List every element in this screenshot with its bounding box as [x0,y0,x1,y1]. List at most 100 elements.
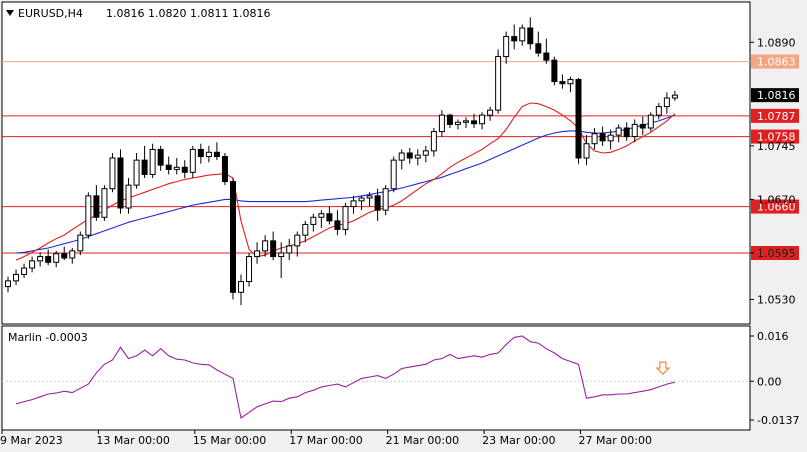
candle-39 [318,210,325,228]
candle-58 [471,113,478,128]
candle-31 [254,242,261,264]
oscillator-layer [2,335,750,419]
candle-23 [189,145,196,178]
candle-34 [278,242,285,278]
osc-tick-label-0: 0.016 [757,330,789,343]
time-tick-label-0: 9 Mar 2023 [0,434,63,447]
price-tick-label-2: 1.0670 [757,193,796,206]
candle-body [229,181,236,293]
candle-body [422,150,429,156]
candle-14 [117,149,124,214]
time-tick-label-5: 23 Mar 00:00 [482,434,555,447]
candle-body [511,36,518,42]
candle-body [45,256,52,263]
symbol-info: EURUSD,H4 [18,7,83,20]
candle-body [390,159,397,190]
candle-body [173,166,180,170]
candle-body [270,240,277,258]
candle-body [551,59,558,83]
candle-12 [101,185,108,221]
candle-0 [5,276,11,293]
oscillator-line [15,335,676,419]
candle-body [503,36,510,58]
candle-body [61,253,68,259]
chart-menu-triangle-icon[interactable] [6,10,14,16]
candle-body [462,120,469,123]
candle-64 [519,24,526,46]
candle-body [149,148,156,175]
candle-19 [157,145,164,171]
candle-body [583,143,590,159]
price-panel[interactable] [1,1,751,325]
candle-22 [181,160,188,178]
candle-55 [446,113,453,128]
candle-30 [246,253,253,287]
osc-tick-label-1: 0.00 [757,375,782,388]
candle-79 [639,116,646,136]
candle-body [575,78,582,159]
candle-body [109,157,116,190]
candle-41 [334,210,341,236]
candle-body [246,256,253,283]
indicator-label: Marlin -0.0003 [8,331,88,344]
candle-body [262,240,269,252]
candle-body [639,123,646,129]
candle-10 [85,192,92,239]
candle-body [37,256,44,262]
candle-73 [591,128,598,150]
candlesticks [5,17,678,306]
candle-body [358,197,365,202]
level-tag-3 [751,199,799,214]
candle-6 [53,250,60,268]
candle-8 [69,248,76,264]
candle-50 [406,148,413,164]
ohlc-values: 1.0816 1.0820 1.0811 1.0816 [106,7,270,20]
candle-65 [527,17,534,50]
candle-17 [141,145,148,178]
candle-26 [213,142,220,161]
horizontal-levels [2,61,750,254]
candle-body [189,148,196,173]
osc-tick-label-2: -0.0137 [757,414,799,427]
candle-body [326,213,333,222]
candle-1 [13,269,20,286]
candle-24 [197,143,204,164]
candle-body [495,56,502,111]
down-arrow-icon [655,361,671,375]
candle-body [487,109,494,116]
candle-body [479,114,486,125]
candle-16 [133,153,140,189]
candle-body [647,114,654,129]
indicator-panel[interactable] [1,325,751,431]
candle-47 [382,185,389,216]
candle-body [13,273,20,282]
candle-body [85,195,92,236]
candle-45 [366,192,373,207]
candle-body [438,114,445,133]
candle-body [398,152,405,161]
candle-61 [495,49,502,114]
candle-body [117,157,124,209]
candle-21 [173,158,180,175]
candle-75 [607,129,614,150]
candle-body [663,97,670,108]
candle-33 [270,231,277,261]
candle-body [599,133,606,142]
candle-body [591,133,598,145]
candle-body [430,131,437,152]
candle-81 [655,103,662,120]
candle-body [21,267,28,275]
candle-body [302,223,309,236]
candle-74 [599,126,606,146]
candle-51 [414,149,421,166]
candle-body [5,280,11,288]
candle-42 [342,203,349,236]
candle-body [141,159,148,175]
candle-43 [350,195,357,214]
candle-body [567,78,574,85]
candle-body [382,188,389,211]
candle-11 [93,185,100,221]
level-tag-4 [751,246,799,260]
candle-body [205,151,212,158]
